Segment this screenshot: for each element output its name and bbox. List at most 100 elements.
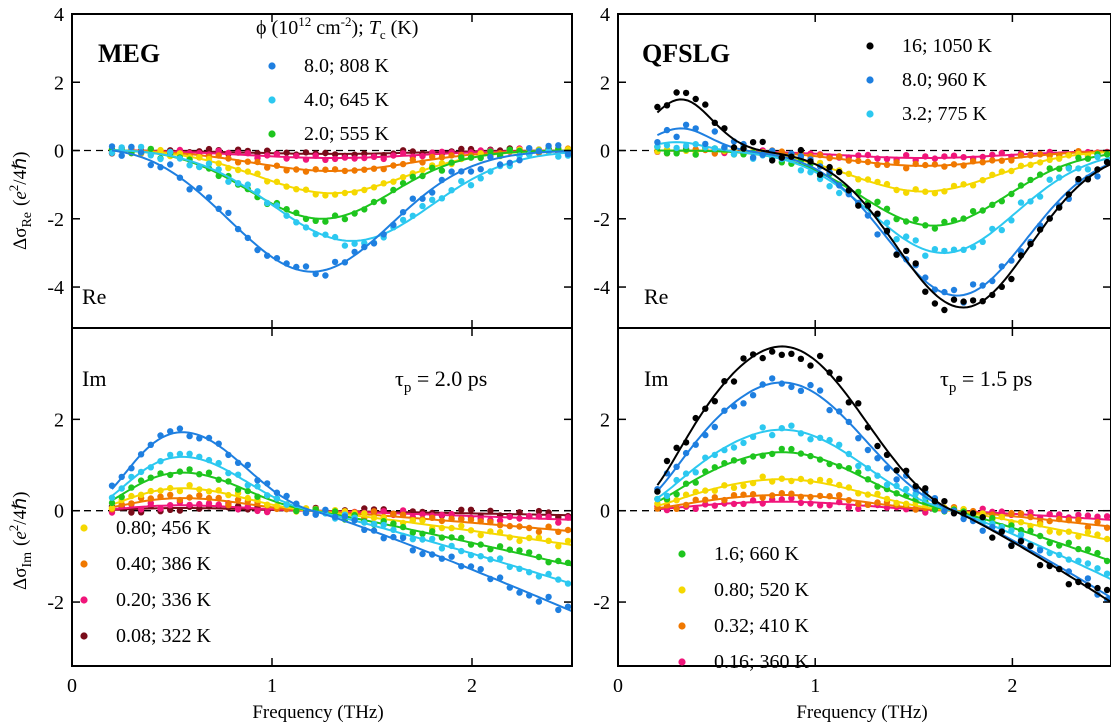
data-point <box>448 534 455 541</box>
data-point <box>264 508 271 516</box>
data-point <box>816 434 824 441</box>
data-point <box>157 458 164 465</box>
data-point <box>526 592 533 599</box>
data-point <box>979 207 986 214</box>
data-point <box>167 491 174 499</box>
data-point <box>409 173 416 180</box>
data-point <box>1036 532 1044 540</box>
data-point <box>283 149 290 156</box>
data-point <box>778 490 785 497</box>
legend-marker <box>678 550 686 558</box>
data-point <box>157 470 164 477</box>
data-point <box>1103 535 1111 543</box>
data-point <box>673 444 680 451</box>
data-point <box>167 451 174 459</box>
legend-marker <box>678 658 686 666</box>
data-point <box>302 509 310 516</box>
data-point <box>176 468 184 475</box>
data-point <box>979 505 986 512</box>
data-point <box>1075 516 1082 524</box>
data-point <box>740 482 747 489</box>
data-point <box>448 168 455 175</box>
data-point <box>1046 156 1053 163</box>
data-point <box>673 476 680 484</box>
data-point <box>234 149 242 156</box>
data-point <box>264 147 271 154</box>
corner-label-re-left: Re <box>82 284 106 309</box>
data-point <box>370 508 378 515</box>
data-point <box>797 493 805 500</box>
data-point <box>1046 165 1053 172</box>
data-point <box>1017 510 1025 517</box>
data-point <box>998 149 1005 157</box>
data-point <box>883 155 891 163</box>
data-point <box>769 450 776 458</box>
data-point <box>816 171 824 178</box>
data-point <box>874 231 881 238</box>
data-point <box>979 159 986 166</box>
data-point <box>409 536 416 543</box>
data-point <box>816 492 824 500</box>
y-label-re: ΔσRe(e2/4ℏ) <box>6 152 35 250</box>
data-point <box>807 500 814 507</box>
data-point <box>730 484 738 491</box>
data-point <box>157 146 164 154</box>
data-point <box>941 163 948 170</box>
data-point <box>555 557 562 565</box>
data-point <box>692 151 699 158</box>
data-point <box>969 243 977 251</box>
data-point <box>749 351 757 358</box>
data-point <box>979 282 986 289</box>
data-point <box>969 510 977 517</box>
data-point <box>663 102 671 109</box>
data-point <box>283 212 290 219</box>
data-point <box>941 507 948 515</box>
data-point <box>273 151 281 158</box>
data-point <box>196 163 203 171</box>
data-point <box>341 154 349 161</box>
data-point <box>654 505 661 512</box>
data-point <box>477 553 484 560</box>
data-point <box>487 507 494 514</box>
data-point <box>903 165 910 172</box>
data-point <box>225 478 232 485</box>
data-point <box>467 154 475 161</box>
data-point <box>351 167 358 174</box>
data-point <box>788 490 795 497</box>
data-point <box>419 530 426 537</box>
data-point <box>429 153 436 161</box>
data-point <box>788 445 795 453</box>
data-point <box>361 166 368 173</box>
x-label-right: Frequency (THz) <box>796 702 927 723</box>
data-point <box>855 490 862 497</box>
x-label-left: Frequency (THz) <box>252 702 383 723</box>
legend-label: 3.2; 775 K <box>902 103 988 125</box>
data-point <box>749 154 757 161</box>
legend-entry: 0.80; 520 K <box>678 579 810 601</box>
data-point <box>487 153 494 161</box>
data-point <box>264 501 271 508</box>
data-point <box>989 534 996 541</box>
data-point <box>312 217 319 224</box>
legend-entry: 4.0; 645 K <box>268 89 390 111</box>
data-point <box>1046 215 1053 222</box>
data-point <box>1017 538 1025 545</box>
data-point <box>778 425 785 432</box>
data-point <box>341 167 349 175</box>
data-point <box>322 218 329 225</box>
data-point <box>225 451 232 459</box>
legend-entry: 0.08; 322 K <box>80 625 212 647</box>
data-point <box>864 202 872 209</box>
data-point <box>118 144 125 151</box>
data-point <box>147 487 154 495</box>
legend-marker <box>80 596 88 604</box>
data-point <box>283 492 290 500</box>
data-point <box>883 227 891 234</box>
data-point <box>1084 176 1092 183</box>
data-point <box>759 473 766 480</box>
data-point <box>931 498 939 505</box>
data-point <box>893 236 900 243</box>
data-point <box>545 142 552 150</box>
data-point <box>692 469 699 476</box>
data-point <box>874 455 881 462</box>
